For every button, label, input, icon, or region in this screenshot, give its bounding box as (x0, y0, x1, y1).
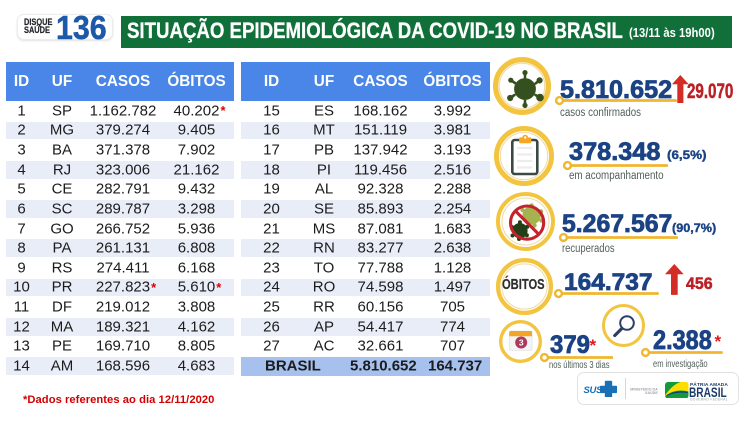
svg-text:3: 3 (518, 337, 523, 347)
